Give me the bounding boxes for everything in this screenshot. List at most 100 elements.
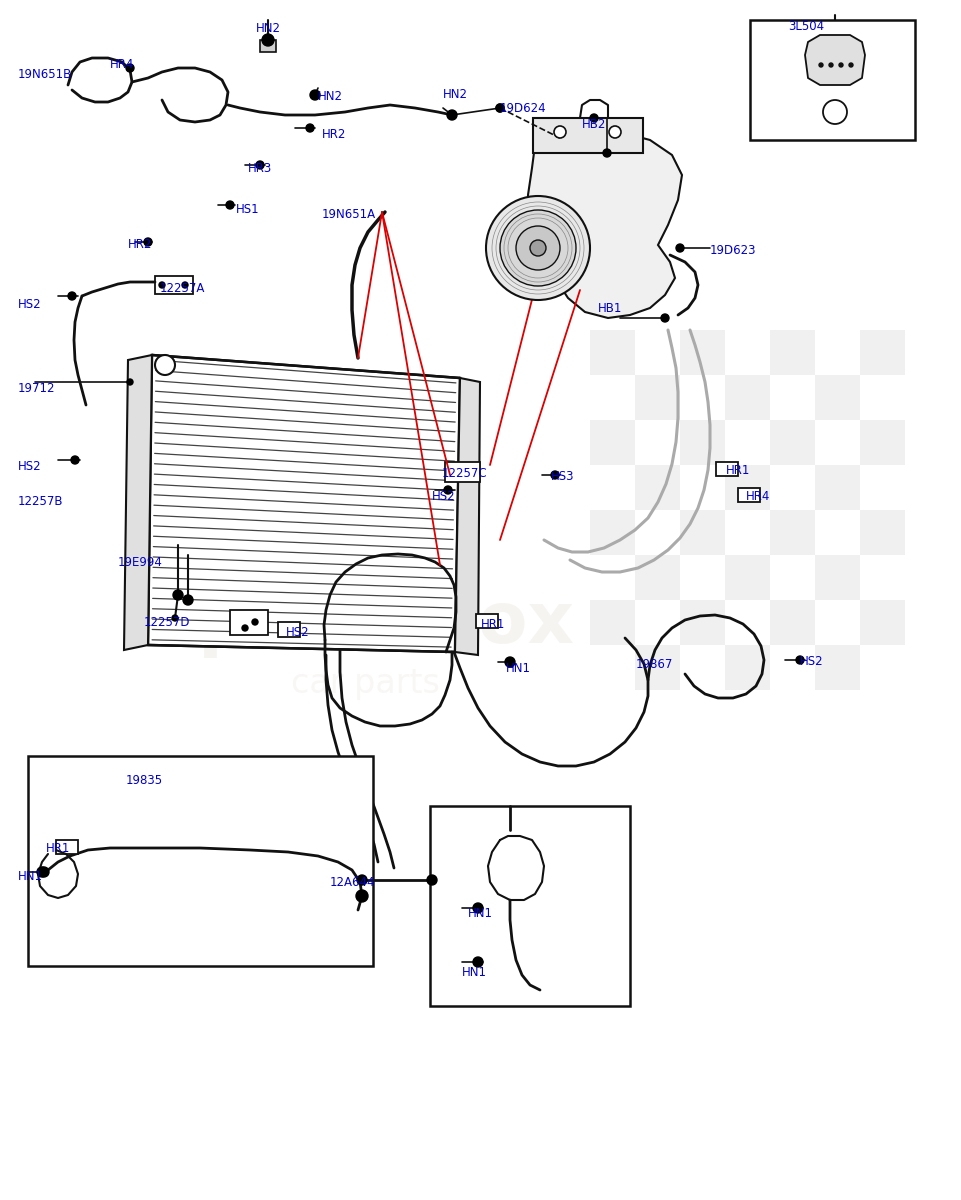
Bar [716, 462, 738, 476]
Circle shape [551, 470, 559, 479]
Text: 19D624: 19D624 [500, 102, 547, 115]
Text: 19867: 19867 [636, 658, 674, 671]
Polygon shape [805, 35, 865, 85]
Text: HS2: HS2 [18, 298, 41, 311]
Bar [155, 276, 193, 294]
Circle shape [849, 62, 853, 67]
Bar [770, 600, 815, 646]
Circle shape [609, 126, 621, 138]
Bar [590, 510, 635, 554]
Circle shape [155, 355, 175, 374]
Bar [770, 510, 815, 554]
Bar [680, 330, 725, 374]
Text: 3L504: 3L504 [788, 20, 825, 32]
Circle shape [505, 658, 515, 667]
Bar [725, 646, 770, 690]
Circle shape [496, 104, 504, 112]
Bar [590, 330, 635, 374]
Bar [260, 40, 276, 52]
Text: HS3: HS3 [551, 470, 575, 482]
Bar [635, 554, 680, 600]
Circle shape [796, 656, 804, 664]
Circle shape [427, 875, 437, 886]
Text: 19712: 19712 [18, 382, 56, 395]
Text: 19N651A: 19N651A [322, 208, 376, 221]
Bar [815, 374, 860, 420]
Text: HR1: HR1 [726, 464, 751, 476]
Text: HR4: HR4 [746, 490, 771, 503]
Circle shape [37, 866, 47, 877]
Bar [680, 420, 725, 464]
Circle shape [68, 292, 76, 300]
Bar [230, 610, 268, 635]
Text: HS2: HS2 [800, 655, 824, 668]
Bar [278, 622, 300, 637]
Circle shape [182, 282, 188, 288]
Circle shape [554, 126, 566, 138]
Bar [860, 330, 905, 374]
Text: HN1: HN1 [468, 907, 493, 920]
Circle shape [242, 625, 248, 631]
Bar [635, 374, 680, 420]
Bar [590, 600, 635, 646]
Text: 19835: 19835 [126, 774, 163, 787]
Circle shape [486, 196, 590, 300]
Polygon shape [148, 355, 460, 652]
Text: HS2: HS2 [432, 490, 456, 503]
Text: HS1: HS1 [236, 203, 259, 216]
Circle shape [590, 114, 598, 122]
Bar [680, 600, 725, 646]
Bar [860, 510, 905, 554]
Circle shape [39, 866, 49, 877]
Circle shape [444, 486, 452, 494]
Circle shape [447, 110, 457, 120]
Text: car parts: car parts [291, 667, 439, 701]
Text: 12257B: 12257B [18, 494, 63, 508]
Circle shape [496, 104, 504, 112]
Text: 19N651B: 19N651B [18, 68, 72, 80]
Circle shape [306, 124, 314, 132]
Circle shape [500, 210, 576, 286]
Text: HN1: HN1 [506, 662, 531, 674]
Circle shape [603, 149, 611, 157]
Text: 12257A: 12257A [160, 282, 206, 295]
Bar [738, 488, 760, 502]
Polygon shape [528, 132, 682, 318]
Text: HN2: HN2 [318, 90, 343, 103]
Bar [533, 118, 643, 152]
Circle shape [829, 62, 833, 67]
Bar [860, 600, 905, 646]
Circle shape [226, 200, 234, 209]
Circle shape [262, 34, 274, 46]
Circle shape [127, 379, 133, 385]
Bar [725, 374, 770, 420]
Circle shape [183, 595, 193, 605]
Text: 19E994: 19E994 [118, 556, 162, 569]
Circle shape [310, 90, 320, 100]
Bar [770, 330, 815, 374]
Circle shape [823, 100, 847, 124]
Circle shape [473, 902, 483, 913]
Bar [635, 646, 680, 690]
Text: 19D623: 19D623 [710, 244, 756, 257]
Polygon shape [124, 355, 152, 650]
Bar [815, 464, 860, 510]
Bar [725, 554, 770, 600]
Circle shape [173, 590, 183, 600]
Text: HS2: HS2 [286, 626, 309, 638]
Bar [815, 55, 853, 74]
Text: HB1: HB1 [598, 302, 623, 314]
Text: HR1: HR1 [481, 618, 505, 631]
Circle shape [252, 619, 258, 625]
Bar [680, 510, 725, 554]
Circle shape [676, 244, 684, 252]
Text: 12257C: 12257C [442, 467, 487, 480]
Circle shape [516, 226, 560, 270]
Circle shape [530, 240, 546, 256]
Circle shape [159, 282, 165, 288]
Bar [815, 554, 860, 600]
Circle shape [172, 614, 178, 622]
Text: HB2: HB2 [582, 118, 606, 131]
Text: HN2: HN2 [256, 22, 281, 35]
Text: HR2: HR2 [128, 238, 153, 251]
